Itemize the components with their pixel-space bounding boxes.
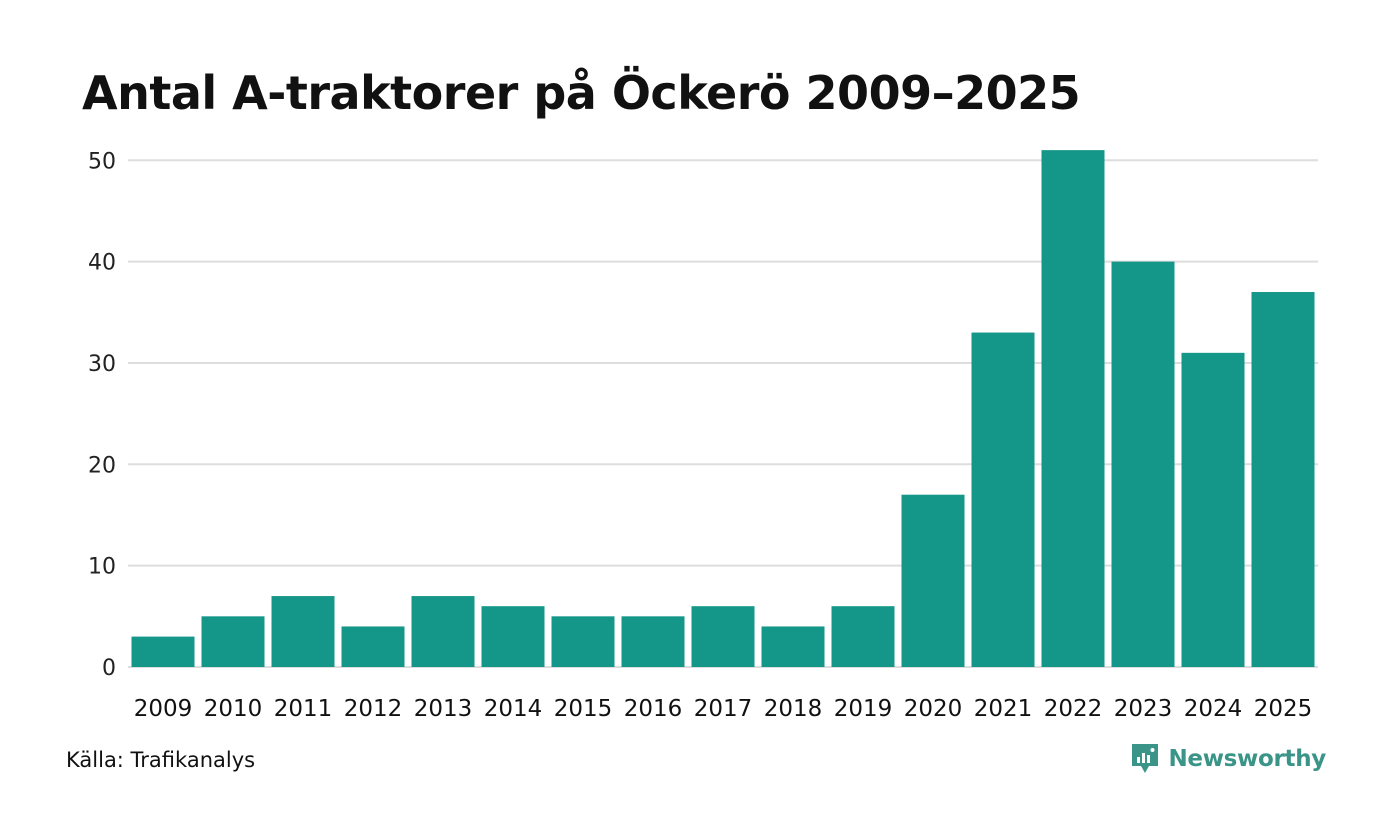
bar-2017	[691, 606, 755, 667]
bars	[131, 150, 1315, 667]
brand-name: Newsworthy	[1168, 746, 1326, 772]
x-tick-label: 2021	[974, 696, 1033, 722]
y-tick-label: 20	[88, 453, 116, 478]
brand-logo: Newsworthy	[1130, 742, 1326, 776]
bar-2011	[271, 596, 335, 667]
x-tick-label: 2016	[624, 696, 683, 722]
x-tick-label: 2025	[1254, 696, 1313, 722]
y-axis-ticks: 0 10 20 30 40 50	[88, 149, 116, 681]
bar-2024	[1181, 352, 1245, 667]
bar-2021	[971, 332, 1035, 667]
bar-2010	[201, 616, 265, 667]
y-tick-label: 0	[102, 656, 116, 681]
bar-2018	[761, 626, 825, 667]
bar-2009	[131, 636, 195, 667]
bar-2016	[621, 616, 685, 667]
x-tick-label: 2018	[764, 696, 823, 722]
bar-2022	[1041, 150, 1105, 667]
x-tick-label: 2024	[1184, 696, 1243, 722]
bar-2015	[551, 616, 615, 667]
x-tick-label: 2012	[344, 696, 403, 722]
x-tick-label: 2023	[1114, 696, 1173, 722]
x-axis-ticks: 2009 2010 2011 2012 2013 2014 2015 2016 2017 2018…	[134, 696, 1313, 722]
bar-2020	[901, 494, 965, 667]
y-tick-label: 50	[88, 149, 116, 174]
chart-title: Antal A-traktorer på Öckerö 2009–2025	[82, 66, 1081, 120]
newsworthy-logo-icon	[1132, 744, 1159, 773]
x-tick-label: 2017	[694, 696, 753, 722]
bar-2025	[1251, 292, 1315, 667]
x-tick-label: 2010	[204, 696, 263, 722]
x-tick-label: 2009	[134, 696, 193, 722]
x-tick-label: 2015	[554, 696, 613, 722]
x-tick-label: 2019	[834, 696, 893, 722]
y-tick-label: 40	[88, 251, 116, 276]
bar-2012	[341, 626, 405, 667]
x-tick-label: 2011	[274, 696, 333, 722]
bar-2014	[481, 606, 545, 667]
bar-2013	[411, 596, 475, 667]
x-tick-label: 2013	[414, 696, 473, 722]
bar-2019	[831, 606, 895, 667]
bar-2023	[1111, 261, 1175, 667]
x-tick-label: 2014	[484, 696, 543, 722]
x-tick-label: 2020	[904, 696, 963, 722]
x-tick-label: 2022	[1044, 696, 1103, 722]
y-tick-label: 10	[88, 555, 116, 580]
y-tick-label: 30	[88, 352, 116, 377]
source-note: Källa: Trafikanalys	[66, 748, 256, 772]
